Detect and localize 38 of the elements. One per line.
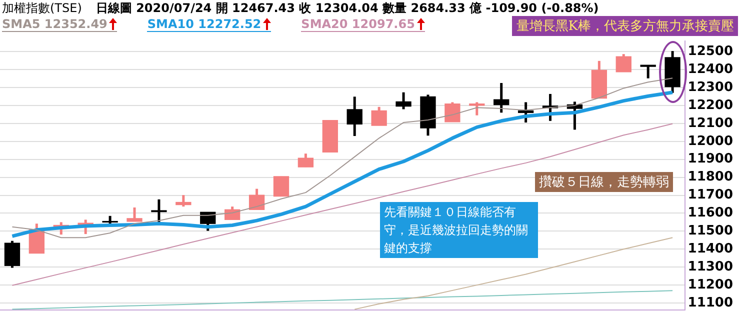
candlestick	[444, 100, 460, 124]
candlestick	[371, 106, 387, 127]
chart-title: 加權指數(TSE)	[2, 1, 82, 15]
annotation: 先看關鍵１０日線能否有守，是近幾波拉回走勢的關鍵的支撐	[380, 202, 538, 258]
text: SMA5 12352.49	[2, 17, 108, 31]
y-tick-label: 11300	[688, 259, 734, 274]
candlestick	[616, 52, 632, 74]
y-tick-label: 11100	[688, 295, 734, 310]
candlestick	[248, 188, 265, 211]
candlestick	[494, 82, 510, 114]
y-tick-label: 11900	[688, 152, 734, 167]
y-tick-label: 11700	[688, 188, 734, 203]
candlestick	[4, 240, 20, 270]
candlestick	[346, 95, 362, 138]
text: SMA20 12097.65	[301, 17, 415, 31]
y-tick-label: 12300	[688, 80, 734, 95]
y-tick-label: 11800	[688, 170, 734, 185]
y-tick-label: 11400	[688, 242, 734, 257]
candlestick	[640, 64, 656, 80]
candlestick	[396, 91, 412, 110]
text: SMA10 12272.52	[147, 17, 262, 31]
candlestick	[273, 175, 290, 198]
candlestick	[126, 206, 142, 223]
candlestick	[151, 198, 167, 224]
y-tick-label: 12500	[688, 44, 734, 59]
y-tick-label: 11200	[688, 277, 734, 292]
y-tick-label: 12100	[688, 116, 734, 131]
candlestick	[469, 100, 485, 117]
y-tick-label: 11600	[688, 206, 734, 221]
chart-subtitle: 日線圖 2020/07/24 開 12467.43 收 12304.04 數量 2684.33 億 -109.90 (-0.88%)	[96, 1, 599, 15]
annotation: 攢破５日線，走勢轉弱	[535, 172, 673, 192]
y-tick-label: 11500	[688, 224, 734, 239]
y-tick-label: 12200	[688, 98, 734, 113]
candlestick	[298, 152, 314, 168]
y-tick-label: 12000	[688, 134, 734, 149]
candlestick	[176, 194, 192, 208]
text: 量增長黑K棒，代表多方無力承接賣壓	[512, 16, 738, 36]
y-tick-label: 12400	[688, 62, 734, 77]
